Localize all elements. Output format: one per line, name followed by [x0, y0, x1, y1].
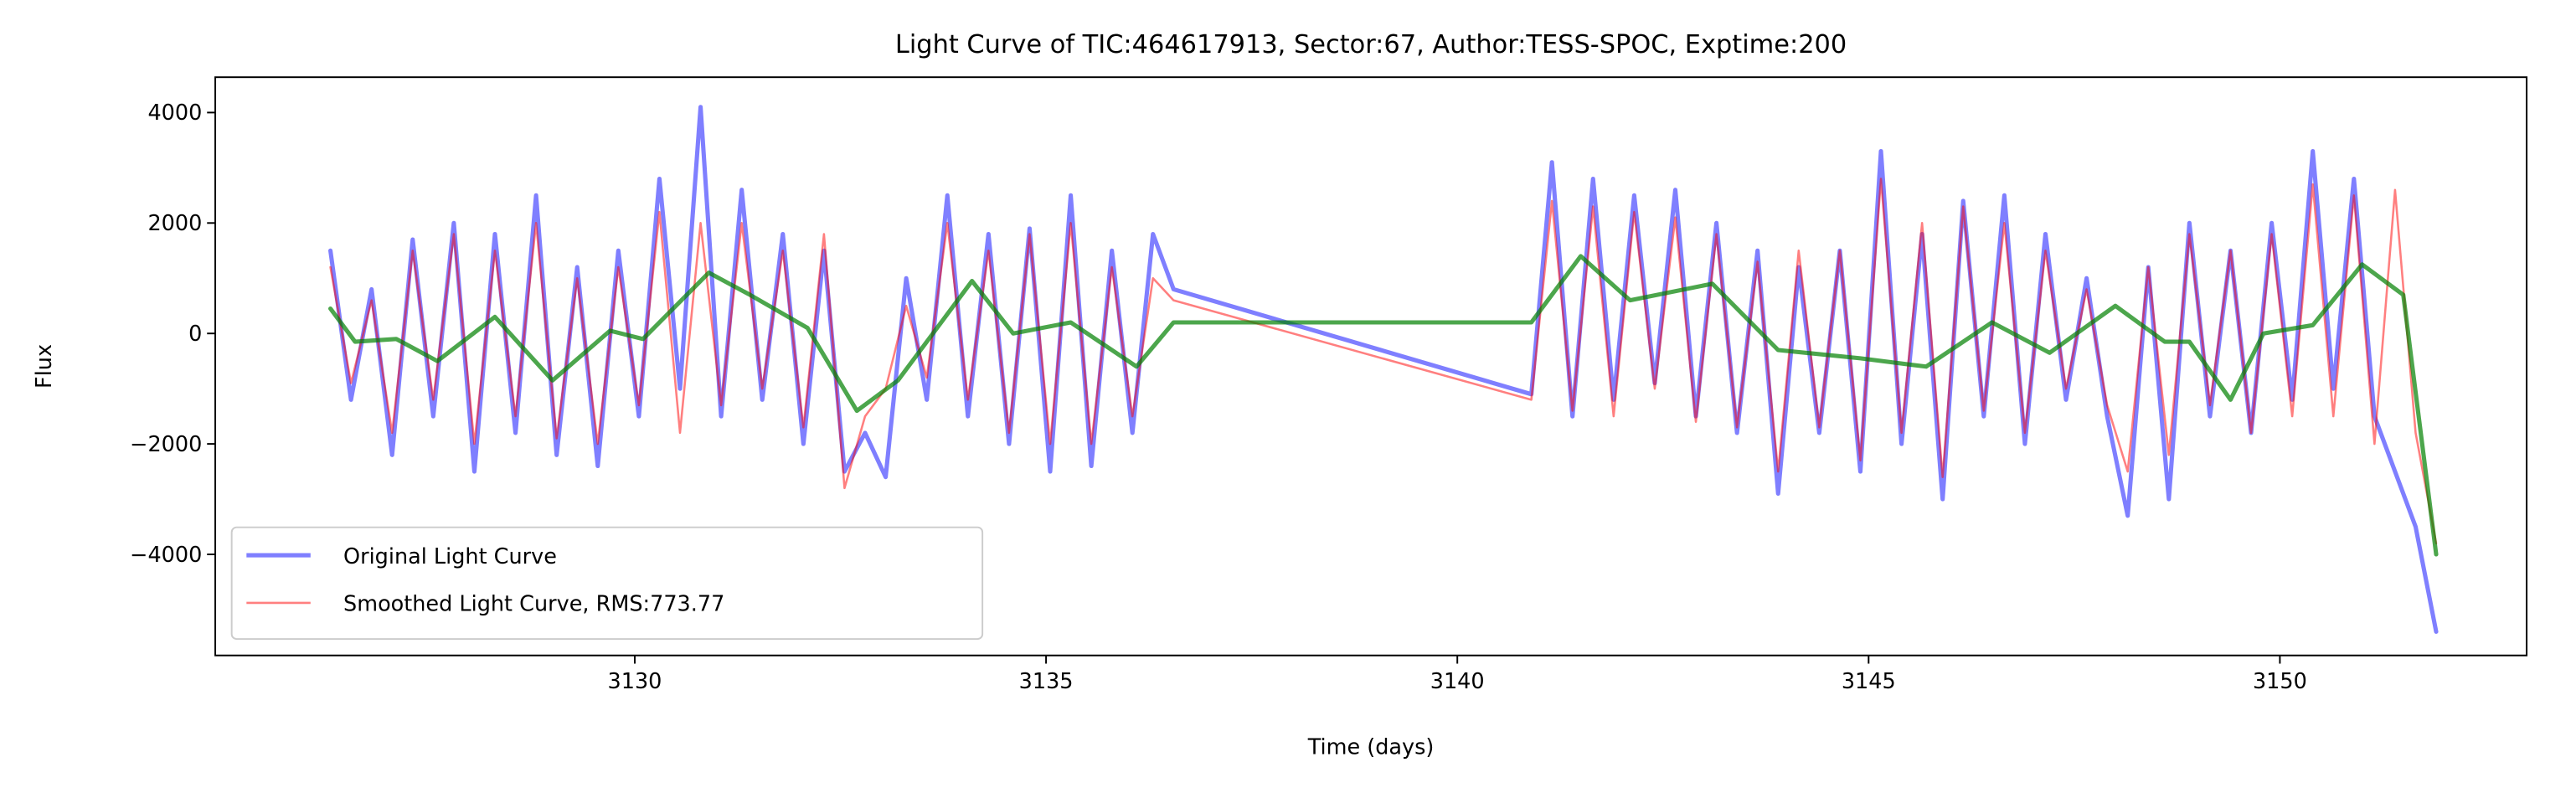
y-axis-label: Flux — [32, 344, 57, 389]
y-tick-label: 4000 — [147, 100, 202, 126]
y-tick-label: 0 — [188, 322, 202, 347]
legend-box — [230, 526, 984, 641]
x-tick-label: 3150 — [2253, 669, 2307, 694]
x-tick-label: 3140 — [1430, 669, 1485, 694]
data-line — [328, 254, 2439, 557]
x-tick-label: 3135 — [1019, 669, 1074, 694]
plot-frame — [214, 76, 2528, 657]
x-tick-label: 3130 — [608, 669, 662, 694]
x-tick-label: 3145 — [1842, 669, 1896, 694]
chart-title: Light Curve of TIC:464617913, Sector:67,… — [895, 30, 1847, 59]
y-tick-label: 2000 — [147, 211, 202, 236]
data-line — [329, 178, 2438, 545]
plot-area — [328, 105, 2439, 634]
x-axis-label: Time (days) — [1307, 734, 1435, 760]
y-tick-label: −2000 — [130, 432, 202, 457]
legend-label: Smoothed Light Curve, RMS:773.77 — [343, 592, 724, 617]
y-tick-label: −4000 — [130, 543, 202, 568]
data-line — [328, 105, 2439, 634]
legend-label: Original Light Curve — [343, 544, 557, 569]
